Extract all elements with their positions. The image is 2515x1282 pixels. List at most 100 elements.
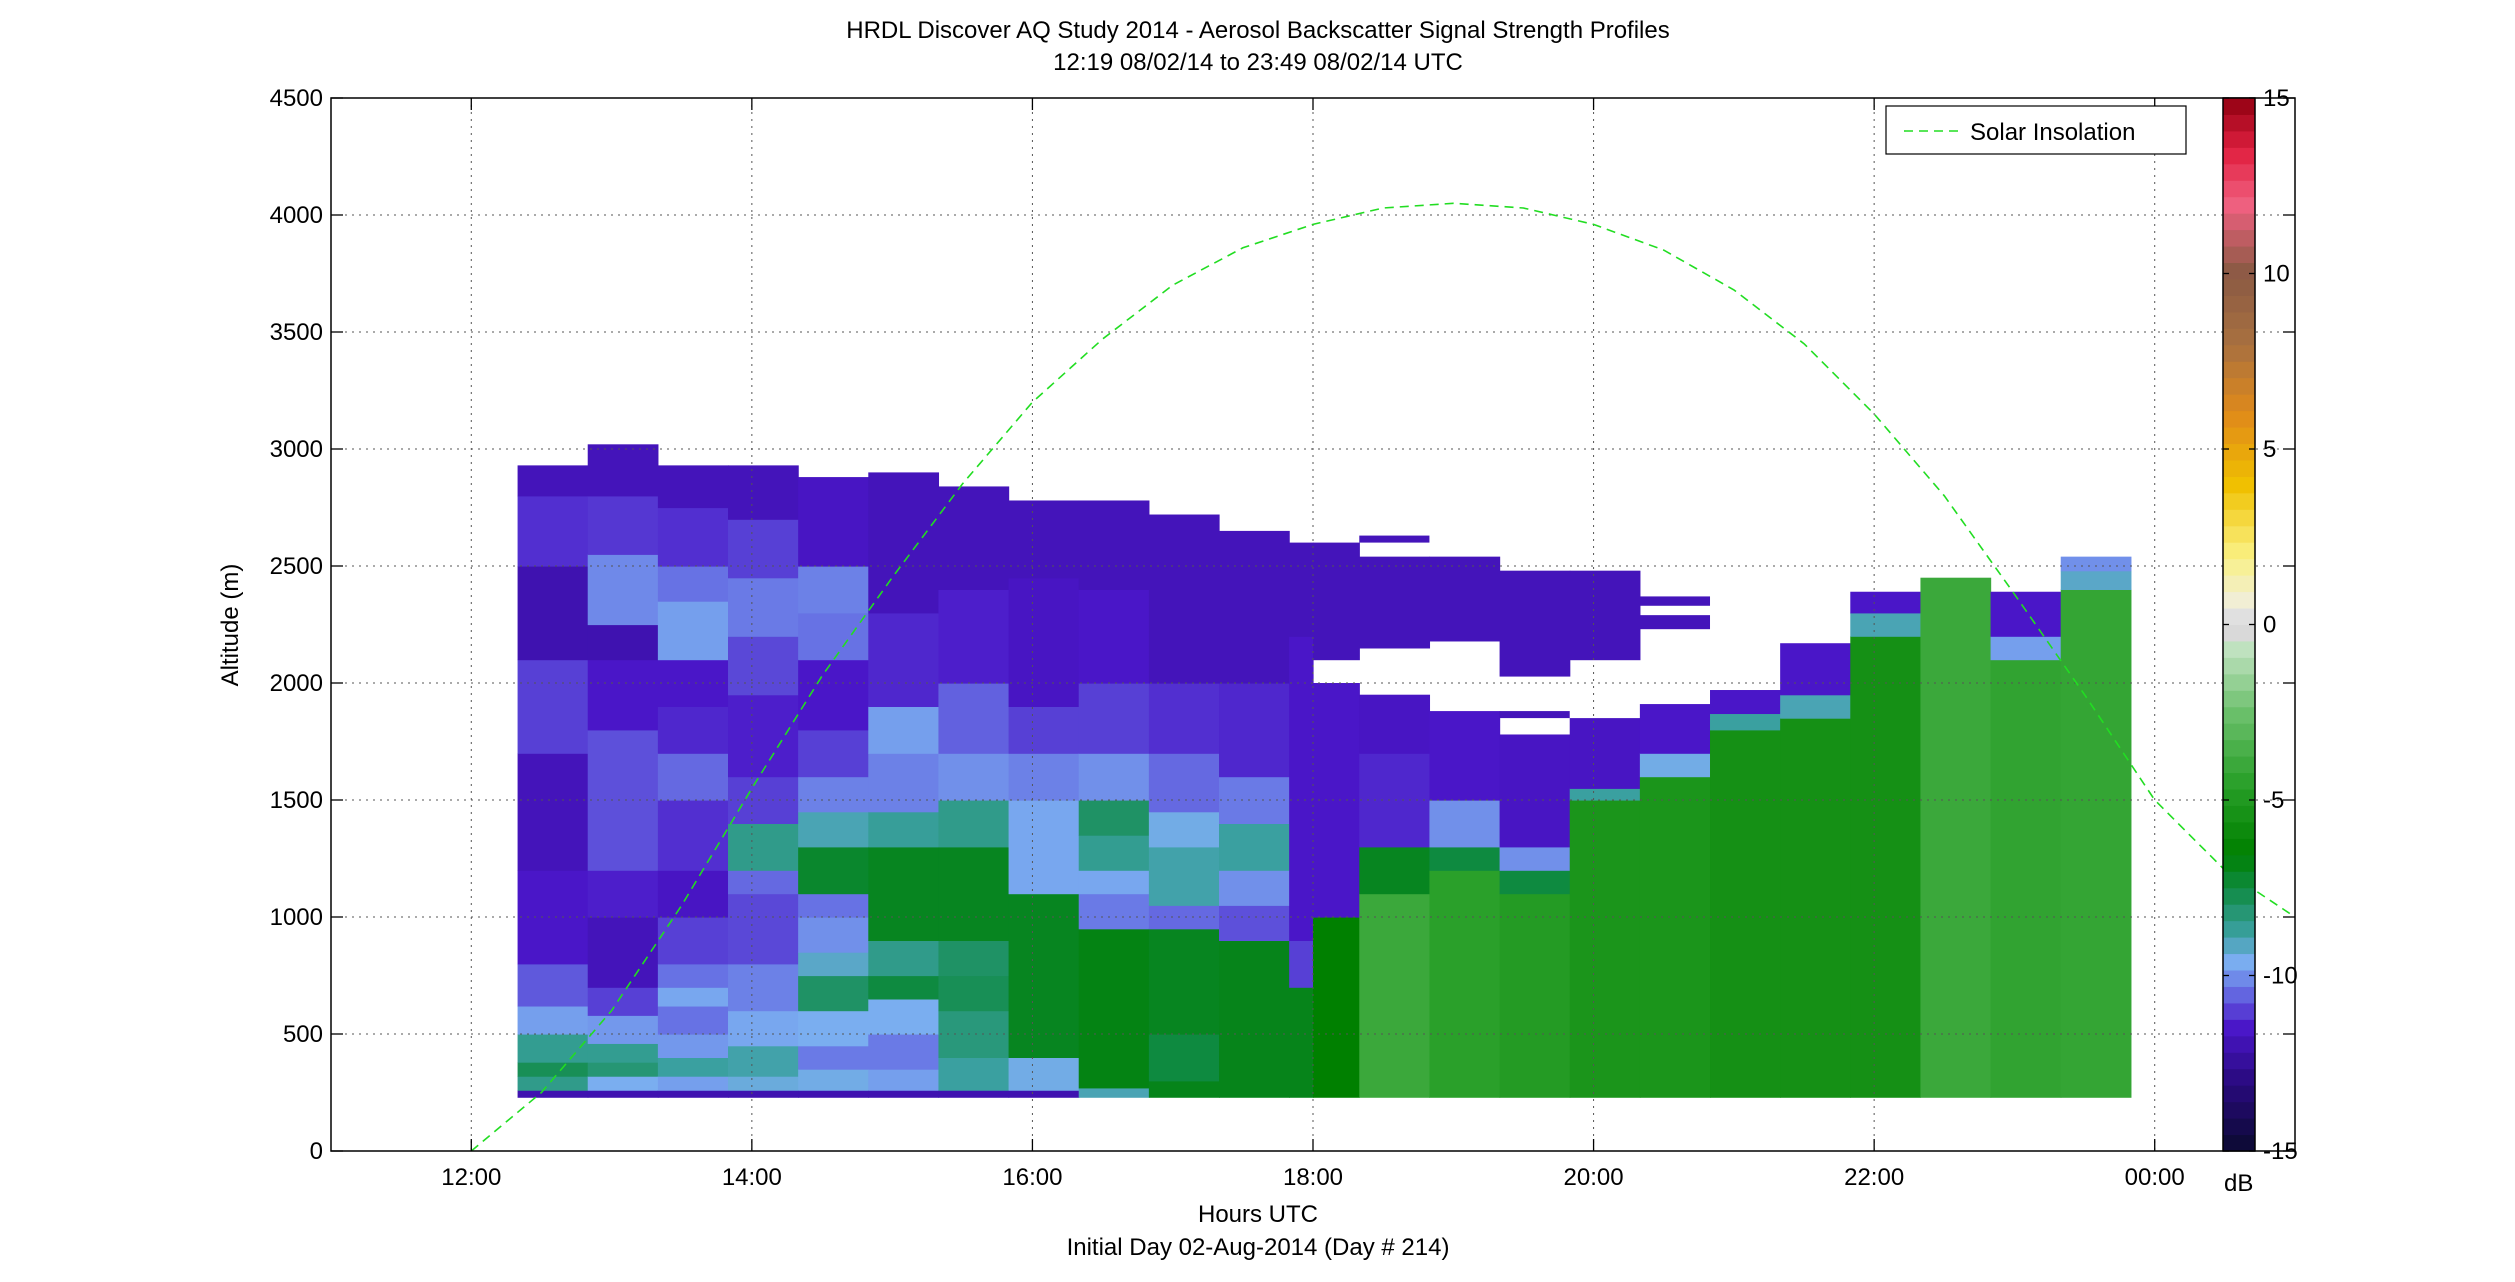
colorbar-band [2223,821,2255,839]
y-tick-label: 500 [283,1021,323,1048]
heatmap-cell [1710,690,1781,715]
heatmap-cell [1008,893,1080,1000]
heatmap-cell [728,1090,799,1098]
heatmap-layer [517,444,2132,1098]
heatmap-cell [728,694,799,778]
heatmap-cell [1008,577,1080,707]
heatmap-cell [1219,530,1290,684]
heatmap-cell [868,998,940,1035]
heatmap-cell [1499,711,1570,719]
heatmap-cell [517,659,589,754]
colorbar-band [2223,920,2255,938]
heatmap-cell [1148,905,1220,930]
heatmap-cell [1078,928,1150,1089]
heatmap-cell [1078,753,1150,801]
heatmap-cell [2060,589,2132,1098]
colorbar-band [2223,887,2255,905]
heatmap-cell [938,1090,1010,1098]
heatmap-cell [657,753,729,801]
heatmap-cell [798,566,869,614]
y-tick-label: 2500 [270,553,323,580]
colorbar-band [2223,410,2255,428]
heatmap-cell [1008,706,1080,754]
heatmap-cell [1499,734,1571,848]
heatmap-cell [1990,636,2062,661]
heatmap-cell [1359,846,1431,895]
heatmap-cell [938,683,1010,754]
colorbar-band [2223,1101,2255,1119]
colorbar-band [2223,1085,2255,1103]
colorbar-band [2223,476,2255,494]
heatmap-cell [868,472,940,614]
heatmap-cell [798,975,869,1012]
heatmap-cell [1850,612,1922,637]
x-tick-label: 14:00 [722,1164,782,1191]
heatmap-cell [798,659,869,731]
tick-layer: 12:00 14:00 16:00 18:00 20:00 22:00 00:00 0 500 1… [270,85,2295,1191]
heatmap-cell [1219,823,1290,871]
colorbar-band [2223,706,2255,724]
x-tick-label: 20:00 [1564,1164,1624,1191]
x-tick-label: 16:00 [1002,1164,1062,1191]
colorbar-band [2223,591,2255,609]
heatmap-cell [798,612,869,661]
colorbar-band [2223,246,2255,264]
x-tick-label: 00:00 [2125,1164,2185,1191]
heatmap-cell [1359,535,1430,543]
heatmap-cell [1499,893,1571,1098]
heatmap-cell [798,1010,869,1047]
heatmap-cell [1359,694,1431,754]
heatmap-cell [1639,704,1711,754]
colorbar-band [2223,213,2255,231]
heatmap-cell [798,477,869,567]
heatmap-cell [1148,846,1220,906]
heatmap-cell [868,811,940,848]
heatmap-cell [1219,870,1290,906]
colorbar-band [2223,805,2255,823]
heatmap-cell [657,507,729,567]
heatmap-cell [938,800,1010,848]
colorbar-band [2223,509,2255,527]
colorbar-bands [2223,98,2255,1152]
heatmap-cell [1569,788,1641,801]
colorbar-band [2223,394,2255,412]
colorbar-tick-label: -10 [2263,963,2298,990]
heatmap-cell [1078,683,1150,754]
heatmap-cell [1008,1090,1080,1098]
heatmap-cell [1008,1057,1080,1091]
colorbar-band [2223,1035,2255,1053]
heatmap-cell [657,601,729,661]
heatmap-cell [1289,636,1314,941]
heatmap-cell [1008,998,1080,1058]
y-axis-label: Altitude (m) [217,564,244,687]
heatmap-cell [1639,753,1711,778]
heatmap-cell [1078,500,1150,590]
colorbar-band [2223,114,2255,132]
heatmap-cell [1148,928,1220,1035]
colorbar-band [2223,328,2255,346]
chart-title: HRDL Discover AQ Study 2014 - Aerosol Ba… [846,17,1670,44]
heatmap-cell [587,1076,659,1091]
heatmap-cell [728,636,799,696]
heatmap-cell [1008,753,1080,801]
colorbar-band [2223,427,2255,445]
heatmap-cell [587,444,659,497]
heatmap-cell [657,465,729,509]
colorbar-band [2223,986,2255,1004]
solar-insolation-line [470,202,2296,1152]
colorbar-tick-label: 0 [2263,612,2276,639]
heatmap-cell [798,729,869,778]
heatmap-cell [1078,835,1150,871]
colorbar-band [2223,970,2255,987]
colorbar-band [2223,295,2255,313]
heatmap-cell [868,1069,940,1091]
colorbar: 15 10 5 0 -5 -10 -15 dB [2222,85,2298,1197]
heatmap-cell [2060,556,2132,572]
heatmap-cell [1219,940,1290,1082]
colorbar-band [2223,854,2255,872]
heatmap-cell [798,1090,869,1098]
colorbar-band [2223,723,2255,741]
colorbar-band [2223,1134,2255,1152]
colorbar-band [2223,542,2255,560]
heatmap-cell [798,917,869,953]
